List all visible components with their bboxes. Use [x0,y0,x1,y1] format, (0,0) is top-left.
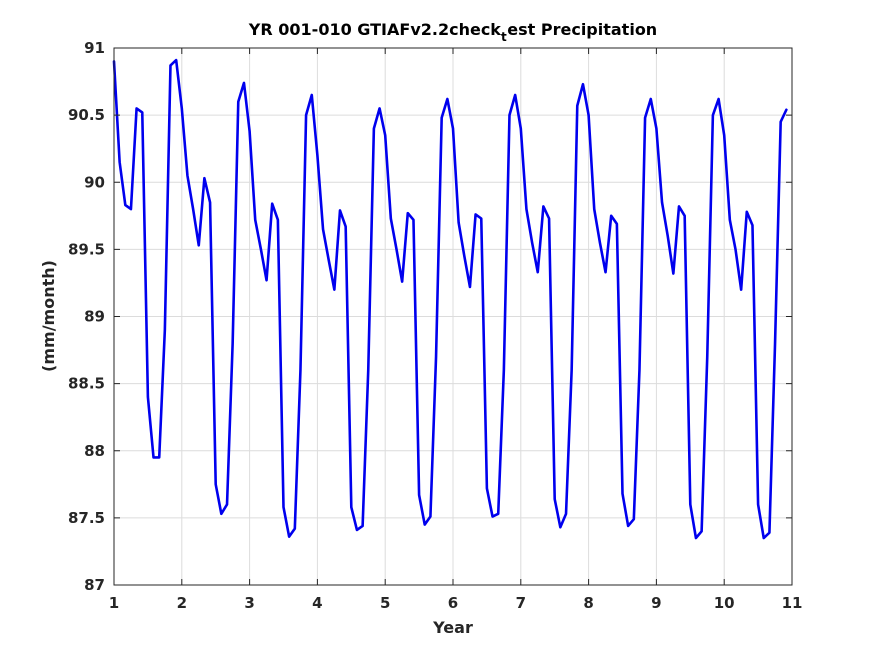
x-tick-label: 2 [177,594,187,612]
x-tick-label: 7 [516,594,526,612]
x-tick-label: 3 [244,594,254,612]
x-axis-label: Year [432,618,473,637]
y-tick-label: 88.5 [68,375,105,393]
y-tick-label: 87 [84,576,105,594]
series-layer [112,58,788,540]
y-tick-label: 89 [84,308,105,326]
y-tick-label: 89.5 [68,240,105,258]
x-tick-label: 11 [782,594,803,612]
x-tick-label: 9 [651,594,661,612]
x-tick-label: 10 [714,594,735,612]
y-tick-label: 90.5 [68,106,105,124]
y-tick-label: 90 [84,173,105,191]
x-tick-label: 4 [312,594,322,612]
precipitation-series-line [112,58,788,540]
y-tick-label: 91 [84,39,105,57]
x-tick-label: 5 [380,594,390,612]
y-tick-label: 87.5 [68,509,105,527]
x-tick-label: 6 [448,594,458,612]
chart-title: YR 001-010 GTIAFv2.2checkt est Precipita… [248,20,657,44]
y-tick-label: 88 [84,442,105,460]
x-tick-label: 1 [109,594,119,612]
y-axis-label: (mm/month) [39,260,58,372]
x-tick-label: 8 [583,594,593,612]
